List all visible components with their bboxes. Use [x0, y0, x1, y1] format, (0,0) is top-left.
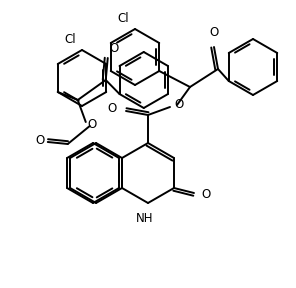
Text: O: O [174, 98, 183, 111]
Text: NH: NH [136, 212, 154, 225]
Text: O: O [209, 26, 219, 39]
Text: O: O [35, 134, 44, 147]
Text: O: O [201, 189, 210, 202]
Text: Cl: Cl [64, 33, 76, 46]
Text: Cl: Cl [117, 12, 129, 25]
Text: O: O [108, 103, 117, 115]
Text: O: O [110, 42, 119, 55]
Text: O: O [88, 118, 97, 130]
